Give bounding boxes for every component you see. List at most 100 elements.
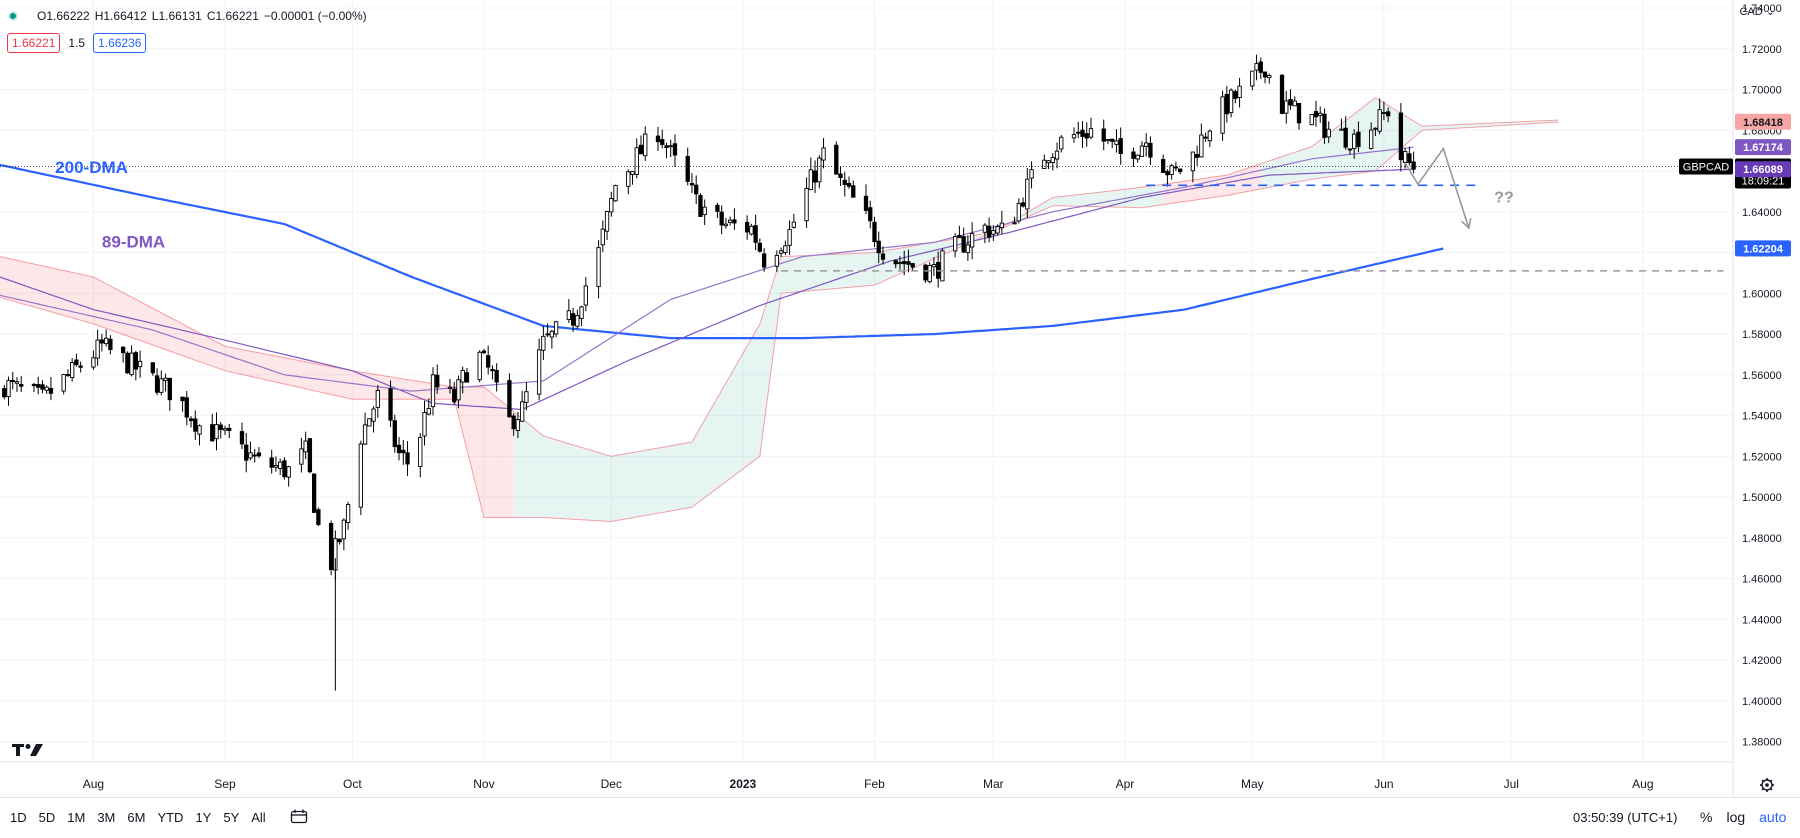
candle-body: [481, 350, 487, 354]
cloud-segment: [348, 369, 353, 400]
cloud-segment: [1536, 120, 1541, 124]
candlesticks: [2, 54, 1416, 691]
cloud-segment: [505, 404, 510, 518]
candle-body: [456, 379, 461, 401]
cloud-segment: [615, 454, 620, 521]
candle-body: [197, 425, 202, 435]
cloud-segment: [742, 346, 748, 470]
ichimoku-cloud: [0, 97, 1559, 523]
candle-body: [405, 452, 410, 465]
candle-body: [897, 261, 903, 264]
auto-scale-button[interactable]: auto: [1759, 809, 1787, 825]
candle-body: [965, 244, 971, 254]
range-3m[interactable]: 3M: [97, 810, 116, 825]
candle-body: [753, 225, 758, 243]
candle-body: [1250, 70, 1255, 87]
candle-body: [1237, 85, 1242, 98]
cloud-segment: [140, 301, 145, 343]
candle-body: [227, 427, 232, 432]
range-5y[interactable]: 5Y: [223, 810, 240, 825]
percent-scale-button[interactable]: %: [1700, 809, 1713, 825]
candle-body: [672, 143, 678, 156]
sell-button[interactable]: 1.66221: [7, 33, 61, 53]
cloud-segment: [1324, 133, 1329, 178]
cloud-segment: [360, 372, 366, 400]
cloud-segment: [1375, 97, 1380, 172]
cloud-segment: [556, 439, 561, 519]
candle-body: [490, 368, 495, 372]
cloud-segment: [1129, 188, 1134, 208]
candle-body: [418, 436, 423, 467]
candle-body: [286, 466, 291, 478]
cloud-segment: [127, 294, 132, 338]
candle-body: [464, 372, 470, 383]
cloud-segment: [55, 268, 60, 315]
cloud-segment: [1273, 157, 1278, 187]
cloud-segment: [1553, 120, 1558, 123]
cloud-segment: [309, 362, 315, 391]
cloud-segment: [670, 445, 675, 512]
quote-panel: 1.66221 1.5 1.66236: [7, 33, 147, 53]
x-tick-label: Feb: [864, 777, 885, 791]
candle-body: [1339, 128, 1344, 131]
cloud-segment: [653, 448, 658, 515]
cloud-segment: [297, 360, 302, 388]
candle-body: [719, 211, 724, 226]
candle-body: [1173, 166, 1179, 169]
log-scale-button[interactable]: log: [1726, 809, 1746, 825]
clock-timezone[interactable]: 03:50:39 (UTC+1): [1573, 810, 1678, 825]
candle-body: [358, 443, 363, 508]
cloud-segment: [1184, 180, 1189, 202]
candle-body: [303, 440, 308, 453]
candle-body: [273, 465, 279, 468]
range-6m[interactable]: 6M: [127, 810, 146, 825]
candle-body: [40, 384, 45, 390]
candle-body: [536, 349, 542, 395]
candle-body: [278, 461, 283, 469]
cloud-segment: [619, 454, 625, 521]
cloud-segment: [1201, 178, 1206, 200]
cloud-segment: [513, 411, 518, 518]
range-1y[interactable]: 1Y: [195, 810, 212, 825]
cloud-segment: [624, 453, 629, 520]
currency-selector[interactable]: CAD ⌄: [1739, 5, 1775, 18]
annotation-label: 200-DMA: [55, 158, 128, 177]
cloud-segment: [339, 368, 344, 398]
cloud-span-b: [0, 121, 1559, 523]
price-axis[interactable]: 1.740001.720001.700001.680001.660001.640…: [1679, 0, 1800, 797]
candle-body: [269, 457, 274, 468]
cloud-segment: [110, 285, 115, 332]
cloud-segment: [530, 425, 535, 518]
range-1m[interactable]: 1M: [67, 810, 86, 825]
cloud-segment: [509, 407, 514, 518]
cloud-segment: [1282, 155, 1287, 185]
range-ytd[interactable]: YTD: [157, 810, 184, 825]
candle-body: [1020, 202, 1026, 207]
cloud-segment: [564, 442, 569, 519]
candle-body: [1288, 98, 1293, 106]
cloud-segment: [224, 346, 230, 372]
y-tick-label: 1.50000: [1742, 492, 1782, 504]
cloud-segment: [1040, 202, 1045, 212]
ohlc-close: C1.66221: [206, 9, 259, 23]
time-axis[interactable]: Aug Sep Oct Nov Dec 2023 Feb Mar Apr May Jun Jul Aug: [0, 761, 1774, 792]
cloud-segment: [1303, 147, 1308, 181]
cloud-segment: [263, 353, 268, 381]
range-1d[interactable]: 1D: [10, 810, 27, 825]
candle-body: [460, 370, 465, 383]
candle-body: [341, 519, 347, 540]
candle-body: [1369, 129, 1374, 149]
cloud-segment: [806, 255, 811, 292]
buy-button[interactable]: 1.66236: [93, 33, 147, 53]
cloud-segment: [1405, 115, 1410, 146]
calendar-icon[interactable]: [290, 809, 308, 824]
range-all[interactable]: All: [251, 810, 266, 825]
candle-body: [834, 144, 839, 175]
range-5d[interactable]: 5D: [38, 810, 56, 825]
candle-body: [685, 155, 690, 182]
cloud-segment: [1167, 183, 1172, 205]
price-label-box: [1735, 161, 1791, 178]
candle-body: [248, 452, 253, 459]
candle-body: [74, 359, 79, 366]
